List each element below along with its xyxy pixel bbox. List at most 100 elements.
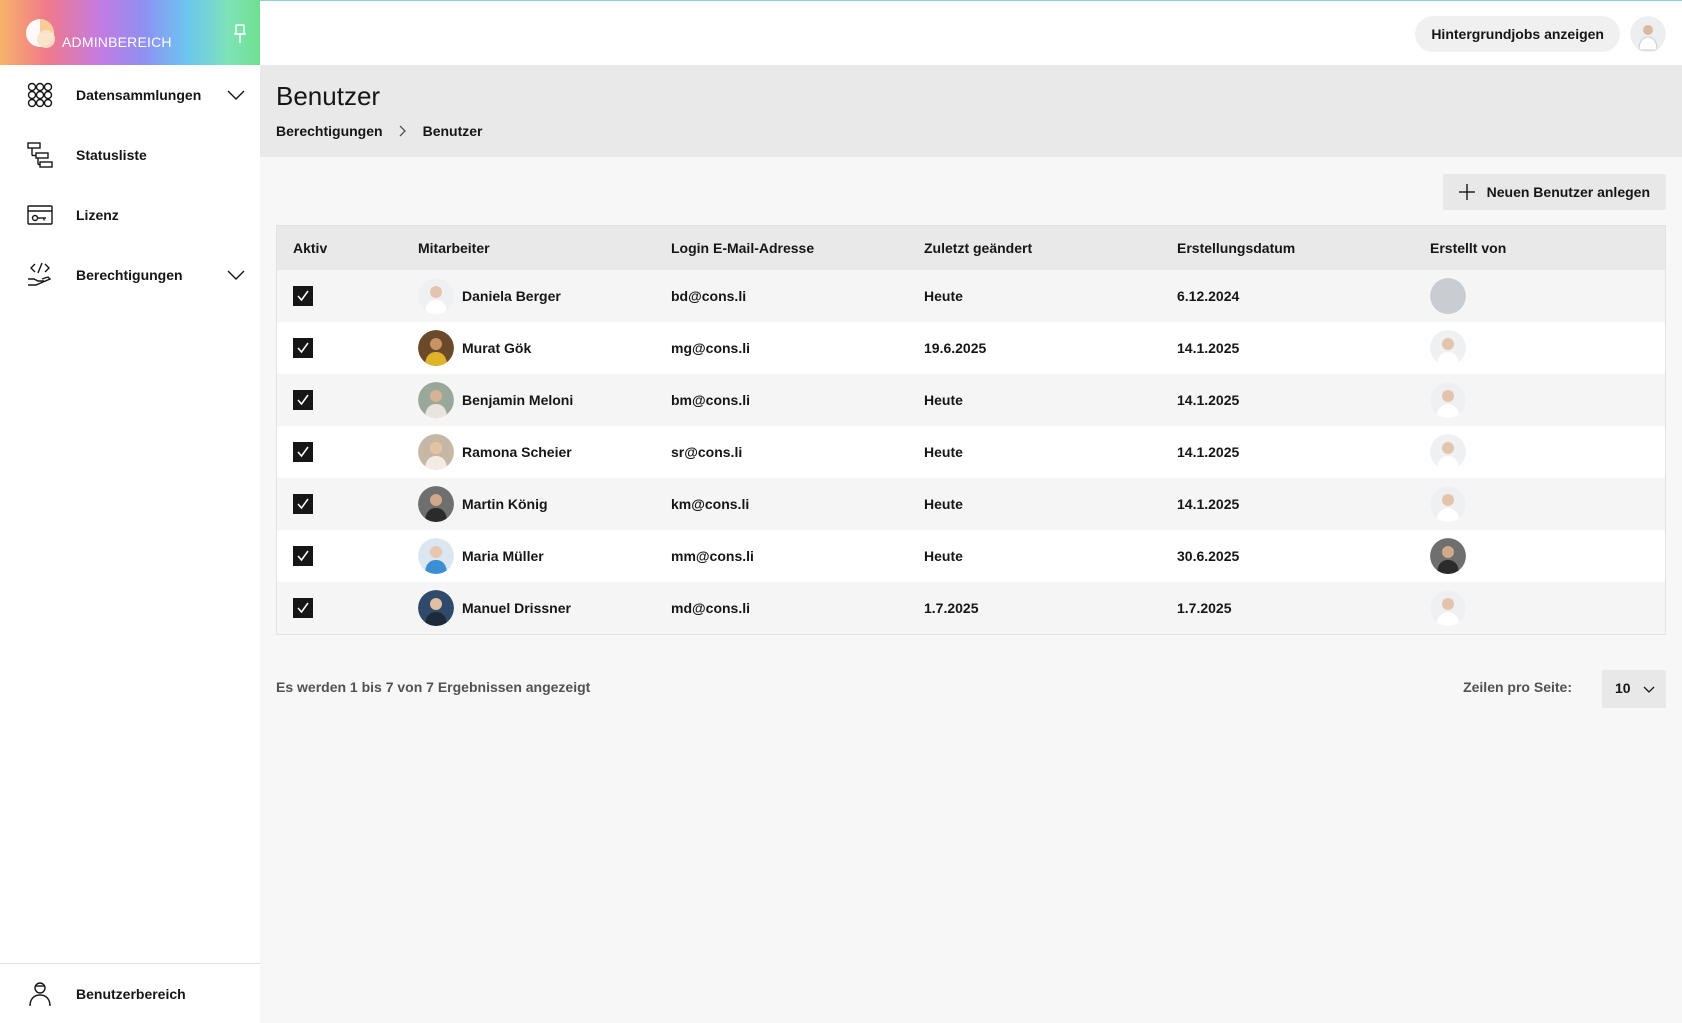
column-header-aktiv[interactable]: Aktiv (293, 240, 328, 256)
user-avatar[interactable] (1630, 16, 1666, 52)
chevron-right-icon (399, 125, 406, 137)
main-content: Benutzer Berechtigungen Benutzer Neuen B… (260, 65, 1682, 1023)
sidebar-item-benutzerbereich[interactable]: Benutzerbereich (0, 970, 260, 1018)
column-header-modified[interactable]: Zuletzt geändert (924, 240, 1033, 256)
background-jobs-button[interactable]: Hintergrundjobs anzeigen (1415, 16, 1620, 52)
cell-modified: Heute (924, 392, 963, 408)
employee: Daniela Berger (418, 278, 655, 314)
cell-active (277, 582, 402, 634)
avatar (418, 330, 454, 366)
sidebar-item-label: Lizenz (76, 207, 119, 223)
avatar (418, 434, 454, 470)
sidebar-item-label: Statusliste (76, 147, 147, 163)
cell-email: sr@cons.li (671, 444, 743, 460)
column-header-email[interactable]: Login E-Mail-Adresse (671, 240, 815, 256)
pin-icon[interactable] (232, 24, 248, 44)
creator-avatar (1430, 330, 1466, 366)
new-user-button[interactable]: Neuen Benutzer anlegen (1442, 174, 1666, 210)
table-row[interactable]: Benjamin Meloni bm@cons.li Heute 14.1.2025 (277, 374, 1665, 426)
employee-name: Daniela Berger (462, 288, 561, 304)
cell-email: mg@cons.li (671, 340, 750, 356)
cell-created: 1.7.2025 (1177, 600, 1232, 616)
avatar (418, 538, 454, 574)
cell-active (277, 270, 402, 322)
code-hand-icon (28, 262, 52, 286)
active-checkbox[interactable] (293, 442, 313, 462)
active-checkbox[interactable] (293, 546, 313, 566)
sidebar-footer: Benutzerbereich (0, 963, 260, 1023)
active-checkbox[interactable] (293, 598, 313, 618)
chevron-down-icon[interactable] (226, 85, 246, 105)
column-header-created[interactable]: Erstellungsdatum (1177, 240, 1296, 256)
sidebar-item-statusliste[interactable]: Statusliste (0, 131, 260, 179)
plus-icon (1458, 184, 1475, 200)
results-summary: Es werden 1 bis 7 von 7 Ergebnissen ange… (276, 679, 591, 695)
active-checkbox[interactable] (293, 286, 313, 306)
creator-avatar (1430, 434, 1466, 470)
cell-employee: Maria Müller (402, 530, 655, 582)
column-header-creator[interactable]: Erstellt von (1430, 240, 1507, 256)
employee: Manuel Drissner (418, 590, 655, 626)
employee-name: Maria Müller (462, 548, 544, 564)
active-checkbox[interactable] (293, 494, 313, 514)
rows-per-page-select[interactable]: 10 (1602, 670, 1666, 708)
cell-modified: 1.7.2025 (924, 600, 979, 616)
cell-modified: 19.6.2025 (924, 340, 987, 356)
table-row[interactable]: Daniela Berger bd@cons.li Heute 6.12.2024 (277, 270, 1665, 322)
sidebar-item-lizenz[interactable]: Lizenz (0, 191, 260, 239)
table-row[interactable]: Manuel Drissner md@cons.li 1.7.2025 1.7.202… (277, 582, 1665, 634)
table-body: Daniela Berger bd@cons.li Heute 6.12.2024 Mu… (277, 270, 1665, 634)
sidebar-item-berechtigungen[interactable]: Berechtigungen (0, 251, 260, 299)
table-row[interactable]: Martin König km@cons.li Heute 14.1.2025 (277, 478, 1665, 530)
column-header-mitarbeiter[interactable]: Mitarbeiter (418, 240, 490, 256)
table-row[interactable]: Maria Müller mm@cons.li Heute 30.6.2025 (277, 530, 1665, 582)
cell-email: md@cons.li (671, 600, 750, 616)
cell-email: mm@cons.li (671, 548, 754, 564)
cell-creator (1414, 270, 1665, 322)
license-card-icon (27, 205, 53, 225)
grid-circles-icon (27, 82, 53, 108)
cell-creator (1414, 530, 1665, 582)
cell-employee: Murat Gök (402, 322, 655, 374)
rows-per-page-value: 10 (1615, 680, 1631, 696)
logo-icon (26, 19, 55, 48)
user-icon (29, 982, 51, 1007)
active-checkbox[interactable] (293, 390, 313, 410)
cell-creator (1414, 478, 1665, 530)
cell-modified: Heute (924, 496, 963, 512)
chevron-down-icon (1643, 686, 1655, 693)
table-header-row: Aktiv Mitarbeiter Login E-Mail-Adresse Z… (277, 226, 1665, 270)
cell-created: 14.1.2025 (1177, 444, 1240, 460)
avatar (418, 278, 454, 314)
cell-modified: Heute (924, 288, 963, 304)
chevron-down-icon[interactable] (226, 265, 246, 285)
cell-employee: Martin König (402, 478, 655, 530)
sidebar-item-label: Berechtigungen (76, 267, 183, 283)
active-checkbox[interactable] (293, 338, 313, 358)
cell-email: bm@cons.li (671, 392, 750, 408)
cell-created: 30.6.2025 (1177, 548, 1240, 564)
avatar (418, 590, 454, 626)
cell-created: 14.1.2025 (1177, 392, 1240, 408)
table-row[interactable]: Murat Gök mg@cons.li 19.6.2025 14.1.2025 (277, 322, 1665, 374)
cell-creator (1414, 582, 1665, 634)
cell-created: 14.1.2025 (1177, 340, 1240, 356)
sidebar-item-datensammlungen[interactable]: Datensammlungen (0, 71, 260, 119)
creator-avatar (1430, 538, 1466, 574)
cell-active (277, 322, 402, 374)
employee-name: Murat Gök (462, 340, 532, 356)
creator-avatar (1430, 382, 1466, 418)
sidebar: ADMINBEREICH Datensammlungen Statusliste (0, 0, 260, 1023)
cell-creator (1414, 426, 1665, 478)
table-row[interactable]: Ramona Scheier sr@cons.li Heute 14.1.2025 (277, 426, 1665, 478)
cell-employee: Daniela Berger (402, 270, 655, 322)
cell-created: 6.12.2024 (1177, 288, 1240, 304)
employee-name: Ramona Scheier (462, 444, 572, 460)
creator-avatar (1430, 590, 1466, 626)
cell-employee: Benjamin Meloni (402, 374, 655, 426)
employee-name: Benjamin Meloni (462, 392, 574, 408)
sidebar-item-label: Datensammlungen (76, 87, 202, 103)
employee: Ramona Scheier (418, 434, 655, 470)
brand-header[interactable]: ADMINBEREICH (0, 0, 260, 65)
breadcrumb-link-berechtigungen[interactable]: Berechtigungen (276, 123, 383, 139)
